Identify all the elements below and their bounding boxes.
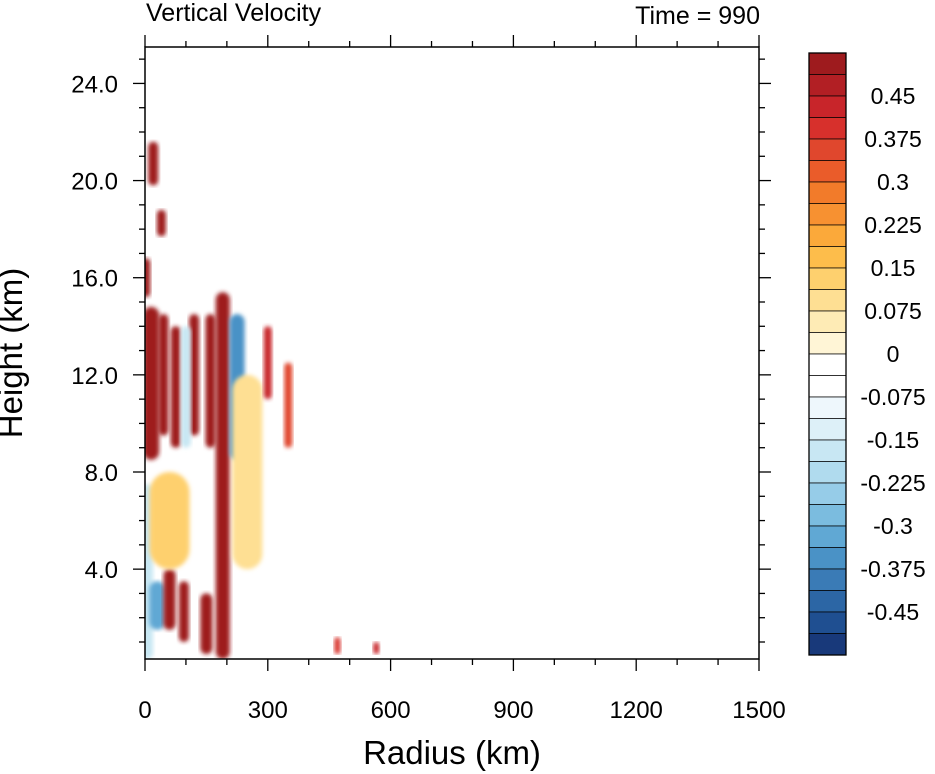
colorbar-swatch [808, 611, 847, 634]
x-tick-labels: 0 300 600 900 1200 1500 [138, 697, 785, 724]
colorbar-swatch [808, 547, 847, 570]
y-tick-label: 24.0 [71, 71, 118, 98]
colorbar-swatch [808, 353, 847, 376]
colorbar-label: -0.375 [860, 556, 925, 582]
velocity-feature-4 [149, 581, 166, 630]
colorbar-label: 0.375 [864, 126, 922, 152]
colorbar-label: 0.225 [864, 212, 922, 238]
colorbar-swatch [808, 590, 847, 613]
colorbar-label: -0.15 [867, 427, 919, 453]
x-tick-label: 300 [248, 697, 288, 724]
colorbar-labels: 0.45 0.375 0.3 0.225 0.15 0.075 0 -0.075 -0.15 -0… [860, 83, 925, 625]
colorbar-swatch [808, 439, 847, 462]
colorbar-frame [808, 52, 847, 656]
colorbar-swatch [808, 633, 847, 656]
velocity-feature-12 [145, 258, 151, 298]
y-tick-label: 16.0 [71, 266, 118, 293]
velocity-feature-20 [284, 362, 293, 448]
colorbar-swatch [808, 482, 847, 505]
velocity-feature-19 [263, 326, 272, 400]
x-tick-label: 900 [493, 697, 533, 724]
y-tick-labels: 4.0 8.0 12.0 16.0 20.0 24.0 [71, 71, 118, 584]
colorbar-swatch [808, 504, 847, 527]
y-tick-label: 4.0 [85, 557, 118, 584]
colorbar-swatch [808, 52, 847, 75]
chart-title: Vertical Velocity [146, 0, 322, 27]
colorbar-swatch [808, 181, 847, 204]
x-tick-label: 0 [138, 697, 151, 724]
colorbar-label: -0.225 [860, 470, 925, 496]
y-axis-label: Height (km) [0, 268, 29, 439]
velocity-feature-13 [145, 221, 151, 247]
colorbar-swatch [808, 418, 847, 441]
colorbar-swatch [808, 95, 847, 118]
plot-frame [144, 46, 760, 660]
colorbar-label: -0.3 [873, 513, 913, 539]
velocity-feature-5 [158, 314, 169, 436]
y-tick-label: 12.0 [71, 363, 118, 390]
colorbar-swatch [808, 160, 847, 183]
colorbar-swatch [808, 267, 847, 290]
colorbar-label: 0.15 [871, 255, 916, 281]
velocity-feature-21 [334, 637, 341, 655]
velocity-feature-0 [215, 292, 230, 659]
colorbar-label: 0 [887, 341, 900, 367]
colorbar-swatch [808, 224, 847, 247]
colorbar-swatch [808, 525, 847, 548]
colorbar-swatch [808, 138, 847, 161]
axis-ticks [133, 35, 771, 671]
y-tick-label: 8.0 [85, 460, 118, 487]
velocity-field [145, 141, 380, 659]
velocity-feature-11 [156, 209, 166, 237]
colorbar-swatch [808, 203, 847, 226]
x-tick-label: 1500 [732, 697, 785, 724]
colorbar-swatch [808, 246, 847, 269]
velocity-feature-16 [200, 593, 213, 655]
velocity-feature-15 [178, 581, 189, 642]
velocity-feature-2 [145, 306, 160, 460]
colorbar-swatch [808, 568, 847, 591]
colorbar-label: -0.075 [860, 384, 925, 410]
colorbar-label: 0.075 [864, 298, 922, 324]
y-tick-label: 20.0 [71, 169, 118, 196]
velocity-feature-8 [205, 314, 216, 448]
colorbar-swatch [808, 461, 847, 484]
colorbar-swatch [808, 117, 847, 140]
velocity-feature-7 [189, 314, 200, 436]
x-axis-label: Radius (km) [363, 734, 541, 771]
velocity-feature-14 [163, 569, 176, 630]
velocity-feature-6 [170, 326, 181, 448]
colorbar-label: 0.45 [871, 83, 916, 109]
colorbar-label: -0.45 [867, 599, 919, 625]
colorbar-swatch [808, 289, 847, 312]
colorbar-swatch [808, 310, 847, 333]
x-tick-label: 600 [371, 697, 411, 724]
velocity-feature-18 [149, 472, 190, 570]
colorbar-swatch [808, 332, 847, 355]
x-tick-label: 1200 [610, 697, 663, 724]
velocity-feature-9 [180, 326, 191, 448]
time-label: Time = 990 [635, 2, 760, 30]
velocity-feature-17 [232, 374, 263, 570]
colorbar-swatch [808, 74, 847, 97]
colorbar [808, 52, 847, 656]
velocity-feature-22 [373, 642, 380, 655]
colorbar-swatch [808, 375, 847, 398]
colorbar-swatch [808, 396, 847, 419]
colorbar-label: 0.3 [877, 169, 909, 195]
velocity-feature-10 [148, 141, 159, 186]
